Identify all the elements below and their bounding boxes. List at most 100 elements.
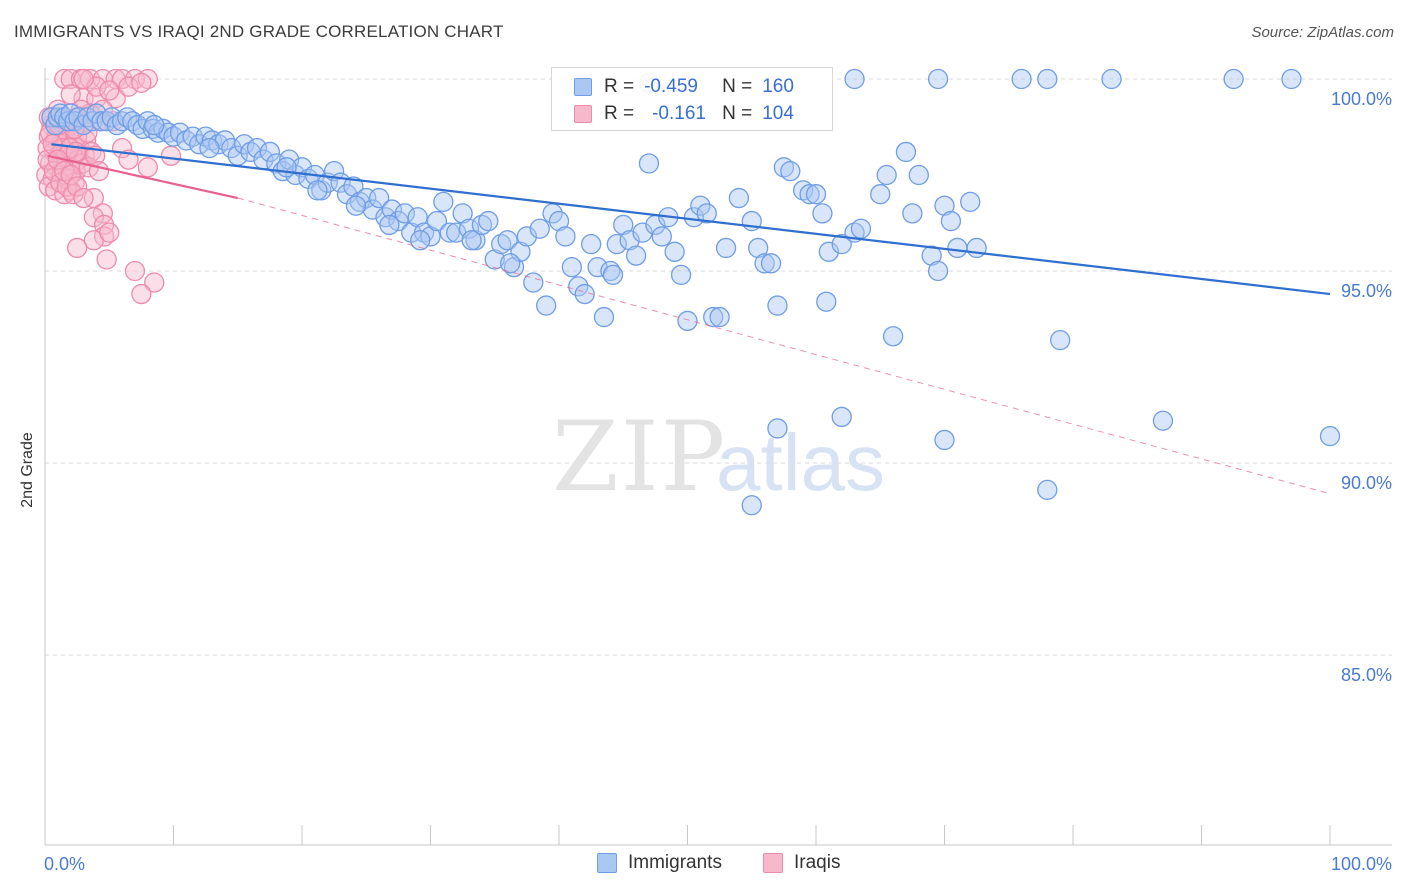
immigrants-point: [199, 137, 220, 159]
immigrants-point: [921, 245, 942, 266]
iraqis-point: [43, 161, 65, 182]
legend-item-immigrants[interactable]: Immigrants: [597, 852, 722, 874]
immigrants-point: [619, 230, 640, 251]
immigrants-point: [1319, 425, 1341, 447]
immigrants-point: [831, 406, 852, 428]
iraqis-point: [96, 249, 117, 270]
iraqis-point: [160, 145, 182, 166]
immigrants-point: [799, 184, 820, 205]
iraqis-legend-label: Iraqis: [794, 852, 841, 873]
immigrants-point: [934, 195, 955, 216]
immigrants-point: [381, 199, 403, 220]
immigrants-point: [966, 237, 987, 259]
immigrants-point: [144, 114, 165, 136]
iraqis-point: [124, 260, 146, 282]
watermark-zip: ZIP: [552, 401, 727, 513]
y-tick-label: 100.0%: [1331, 89, 1392, 109]
immigrants-point: [1050, 329, 1071, 351]
immigrants-point: [574, 283, 595, 305]
immigrants-point: [793, 180, 814, 201]
immigrants-point: [831, 233, 852, 255]
immigrants-point: [580, 233, 602, 255]
iraqis-r-value: -0.161: [652, 103, 706, 124]
iraqis-point: [73, 68, 94, 90]
immigrants-point: [767, 418, 788, 439]
immigrants-point: [812, 203, 833, 224]
immigrants-legend-label: Immigrants: [628, 852, 722, 873]
immigrants-point: [176, 130, 197, 151]
immigrants-point: [602, 264, 624, 285]
immigrants-point: [908, 164, 929, 186]
iraqis-point: [60, 180, 81, 201]
immigrants-point: [927, 68, 949, 90]
tick-labels: 85.0% 90.0% 95.0% 100.0% 0.0% 100.0%: [44, 89, 1392, 874]
immigrants-point: [259, 141, 281, 163]
immigrants-point: [471, 214, 493, 236]
iraqis-point: [86, 76, 107, 97]
immigrants-point: [1152, 410, 1174, 431]
immigrants-point: [816, 291, 837, 312]
immigrants-point: [600, 260, 621, 282]
legend-item-iraqis[interactable]: Iraqis: [763, 852, 840, 874]
immigrants-trend-line: [51, 143, 1331, 296]
immigrants-point: [748, 237, 769, 259]
iraqis-point: [54, 161, 75, 182]
immigrants-swatch: [574, 78, 592, 96]
immigrants-point: [683, 207, 705, 228]
immigrants-r-value: -0.459: [644, 76, 698, 97]
immigrants-point: [818, 241, 839, 262]
immigrants-n-value: 160: [762, 76, 794, 97]
immigrants-point: [536, 295, 557, 316]
stats-legend: R = -0.459 N = 160 R = -0.161 N = 104: [551, 67, 833, 131]
iraqis-point: [131, 283, 152, 305]
immigrants-point: [47, 107, 68, 128]
immigrants-point: [664, 241, 685, 262]
immigrants-point: [927, 260, 949, 282]
immigrants-point: [491, 233, 512, 255]
immigrants-point: [882, 326, 904, 347]
immigrants-point: [379, 214, 400, 236]
n-label: N =: [722, 103, 753, 124]
immigrants-point: [91, 111, 112, 132]
immigrants-point: [407, 207, 428, 228]
immigrants-point: [345, 195, 367, 216]
immigrants-point: [947, 237, 968, 259]
immigrants-point: [1037, 479, 1058, 501]
immigrants-point: [651, 226, 672, 247]
iraqis-point: [50, 172, 71, 193]
immigrants-point: [461, 230, 482, 251]
immigrants-point: [529, 218, 550, 239]
immigrants-point: [870, 184, 891, 205]
axes: [44, 68, 1392, 846]
iraqis-point: [137, 68, 158, 90]
immigrants-point: [548, 210, 570, 232]
immigrants-point: [516, 226, 538, 247]
immigrants-point: [426, 210, 448, 232]
chart-title: IMMIGRANTS VS IRAQI 2ND GRADE CORRELATIO…: [14, 22, 504, 41]
immigrants-point: [670, 264, 692, 285]
immigrants-point: [54, 107, 75, 128]
immigrants-point: [593, 306, 615, 328]
immigrants-point: [523, 272, 544, 293]
immigrants-point: [638, 153, 660, 174]
immigrants-point: [1037, 68, 1058, 90]
iraqis-point: [118, 76, 139, 97]
immigrants-point: [420, 226, 441, 247]
immigrants-point: [561, 257, 582, 278]
immigrants-point: [195, 126, 216, 147]
immigrants-point: [940, 210, 962, 232]
iraqis-point: [99, 222, 120, 243]
iraqis-point: [60, 164, 81, 186]
source-label: Source: ZipAtlas.com: [1251, 24, 1394, 41]
r-label: R =: [604, 103, 635, 124]
iraqis-point: [88, 161, 110, 182]
immigrants-point: [773, 157, 795, 178]
immigrants-point: [850, 218, 872, 239]
immigrants-point: [433, 191, 454, 213]
immigrants-point: [349, 191, 370, 213]
y-tick-label: 95.0%: [1341, 281, 1392, 301]
immigrants-point: [452, 203, 473, 224]
gridlines: [45, 78, 1392, 656]
immigrants-point: [767, 295, 788, 316]
